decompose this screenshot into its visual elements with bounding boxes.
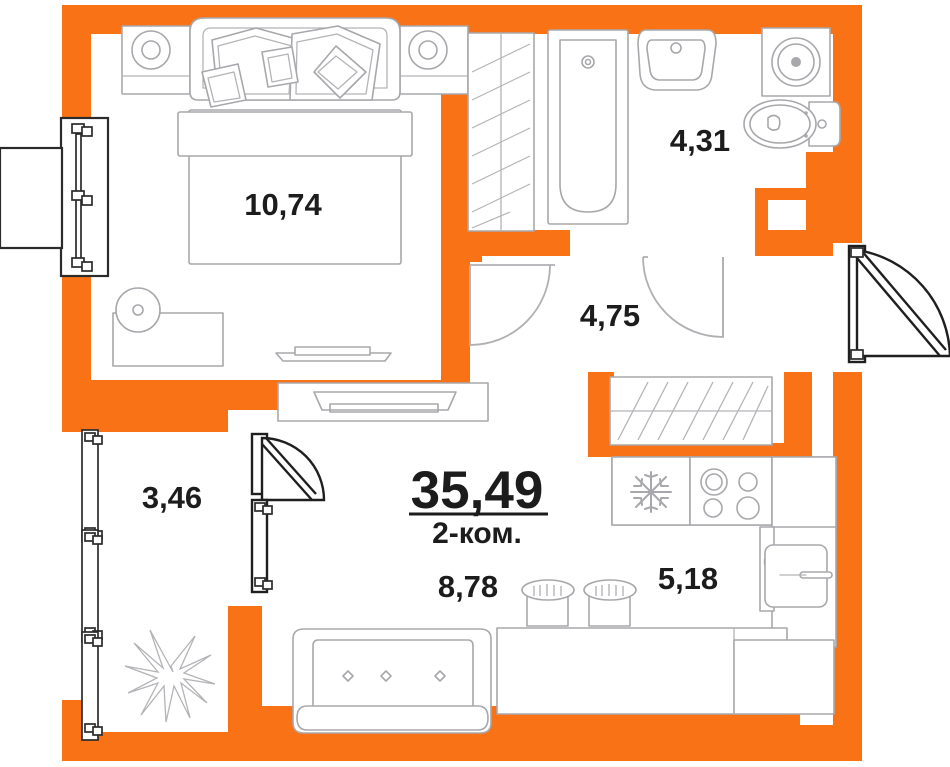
wall-bathroom-right-step-d <box>755 230 833 256</box>
total-area-block: 35,49 2-ком. <box>409 461 548 550</box>
area-label-hallway: 4,75 <box>580 298 640 333</box>
plant <box>124 629 216 723</box>
wall-kitchen-closet-right <box>784 372 812 455</box>
bar-stool-2 <box>583 579 637 627</box>
bedroom-door[interactable] <box>469 264 555 346</box>
toilet <box>743 99 841 149</box>
washbasin <box>637 29 717 91</box>
doors-group <box>469 256 724 346</box>
wall-kitchen-under-closet <box>588 443 812 457</box>
area-label-bedroom: 10,74 <box>244 187 322 222</box>
outer-wall-left-upper <box>62 5 91 119</box>
entrance-door[interactable] <box>847 244 950 364</box>
double-bed <box>177 17 413 265</box>
wall-kitchen-top-left <box>588 372 614 455</box>
sofa <box>292 628 492 734</box>
washing-machine <box>761 27 831 97</box>
balcony-items <box>124 629 216 723</box>
outer-wall-bottom-left <box>62 732 228 761</box>
wardrobe <box>467 32 535 232</box>
area-label-bathroom: 4,31 <box>670 123 730 158</box>
room-count-label: 2-ком. <box>432 517 522 550</box>
area-labels: 10,74 4,31 4,75 3,46 8,78 5,18 <box>142 123 730 604</box>
balcony-glazing[interactable] <box>81 429 103 741</box>
area-label-kitchen: 5,18 <box>658 561 718 596</box>
closet <box>609 376 773 446</box>
tv-console <box>275 346 392 362</box>
refrigerator <box>630 471 672 513</box>
bedroom-window[interactable] <box>59 116 110 278</box>
windows-group <box>0 116 950 741</box>
bathroom-fixtures <box>547 27 841 225</box>
ac-outdoor-unit <box>0 146 64 250</box>
wall-bathroom-bottom <box>455 230 570 256</box>
bathtub <box>547 29 629 225</box>
bathroom-door[interactable] <box>642 256 724 338</box>
cooktop <box>689 456 773 526</box>
wall-bedroom-hall <box>441 5 470 410</box>
kitchen-furniture <box>496 456 837 715</box>
area-label-living: 8,78 <box>438 569 498 604</box>
console-table <box>277 382 489 422</box>
wall-bathroom-right-step-b <box>755 188 833 200</box>
wall-balcony-right <box>228 606 262 761</box>
kitchen-counter <box>496 627 835 715</box>
nightstand-left <box>121 25 191 95</box>
sink <box>764 544 833 608</box>
floor-lamp <box>115 287 161 333</box>
outer-wall-bottom-right-notch <box>800 725 862 761</box>
outer-wall-right-upper <box>833 5 862 243</box>
wall-bathroom-bottom-stub <box>455 230 482 262</box>
wall-kitchen-top <box>588 372 601 385</box>
outer-wall-right-lower <box>833 372 862 733</box>
total-area-value: 35,49 <box>411 461 544 520</box>
walls-group <box>62 5 862 761</box>
nightstand-right <box>399 25 469 95</box>
bedroom-furniture <box>112 17 535 422</box>
balcony-door[interactable] <box>250 432 326 594</box>
hall-furniture <box>609 376 773 446</box>
area-label-balcony: 3,46 <box>142 480 202 515</box>
bar-stool-1 <box>521 579 575 627</box>
living-furniture <box>292 628 492 734</box>
wall-bedroom-bottom <box>62 380 277 410</box>
